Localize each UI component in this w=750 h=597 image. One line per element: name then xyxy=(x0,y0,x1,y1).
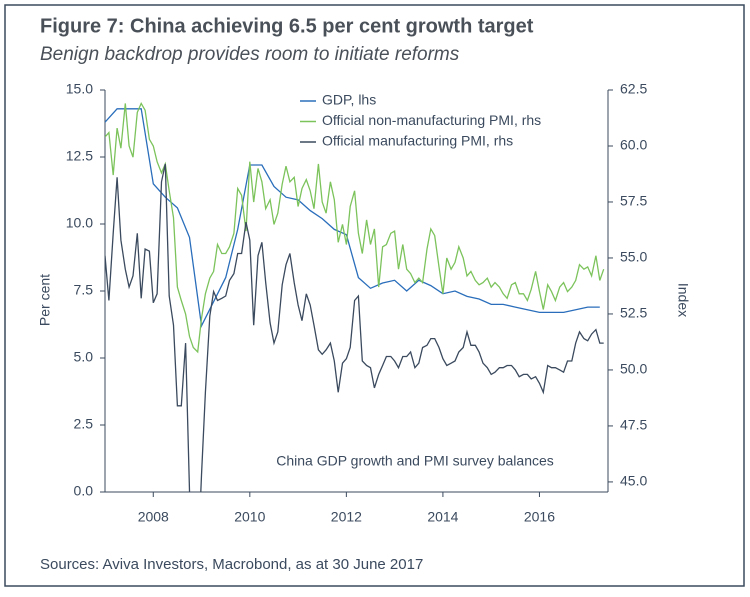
legend-label: Official non-manufacturing PMI, rhs xyxy=(322,112,541,128)
legend-label: GDP, lhs xyxy=(322,92,376,108)
series-line xyxy=(105,101,605,354)
y-tick-label: 15.0 xyxy=(66,81,93,97)
y2-tick-label: 60.0 xyxy=(620,137,647,153)
y2-tick-label: 47.5 xyxy=(620,417,647,433)
source: Sources: Aviva Investors, Macrobond, as … xyxy=(40,556,423,573)
series-line xyxy=(105,108,600,328)
y2-axis-label: Index xyxy=(675,283,691,317)
legend-label: Official manufacturing PMI, rhs xyxy=(322,133,513,149)
y-tick-label: 2.5 xyxy=(74,416,94,432)
y-axis-label: Per cent xyxy=(37,274,53,326)
y-tick-label: 10.0 xyxy=(66,215,93,231)
annotation: China GDP growth and PMI survey balances xyxy=(276,453,554,469)
y2-tick-label: 52.5 xyxy=(620,305,647,321)
y-tick-label: 5.0 xyxy=(74,349,94,365)
y-tick-label: 7.5 xyxy=(74,282,94,298)
chart-subtitle: Benign backdrop provides room to initiat… xyxy=(40,44,460,65)
y2-tick-label: 55.0 xyxy=(620,249,647,265)
x-tick-label: 2016 xyxy=(524,509,555,525)
y2-tick-label: 50.0 xyxy=(620,361,647,377)
y2-tick-label: 62.5 xyxy=(620,81,647,97)
x-tick-label: 2008 xyxy=(138,509,169,525)
x-tick-label: 2010 xyxy=(234,509,265,525)
y2-tick-label: 45.0 xyxy=(620,473,647,489)
plot xyxy=(105,101,605,492)
series-line xyxy=(105,163,604,492)
y2-tick-label: 57.5 xyxy=(620,193,647,209)
chart-title: Figure 7: China achieving 6.5 per cent g… xyxy=(40,15,534,37)
y-tick-label: 12.5 xyxy=(66,148,93,164)
frame xyxy=(4,4,745,587)
x-tick-label: 2014 xyxy=(427,509,458,525)
y-tick-label: 0.0 xyxy=(74,483,94,499)
x-tick-label: 2012 xyxy=(331,509,362,525)
